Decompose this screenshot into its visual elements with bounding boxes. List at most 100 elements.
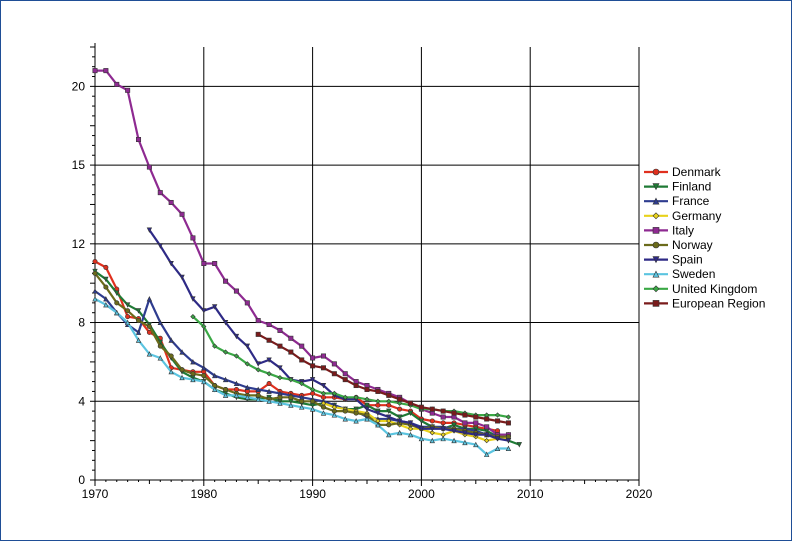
data-point [652, 212, 660, 220]
data-point [320, 353, 326, 359]
data-point [125, 308, 131, 314]
data-point [652, 197, 660, 205]
tick-labels: 0 4 8 12 15 20 1970 1980 1990 2000 2010 2020 [72, 79, 653, 501]
data-point [157, 343, 163, 349]
data-point [310, 363, 316, 369]
data-point [179, 367, 185, 373]
data-point [92, 259, 98, 265]
data-point [652, 300, 660, 307]
data-point [201, 323, 207, 330]
x-tick-label: 2020 [626, 487, 653, 501]
data-point [484, 416, 490, 422]
data-point [309, 406, 316, 412]
data-point [331, 390, 337, 397]
legend-item: France [644, 194, 710, 208]
data-point [136, 137, 142, 143]
data-point [397, 396, 403, 402]
data-point [451, 437, 457, 444]
data-point [505, 414, 512, 420]
data-point [386, 392, 392, 398]
series-lines [92, 68, 523, 457]
data-point [495, 418, 501, 424]
data-point [146, 323, 152, 329]
data-point [190, 376, 196, 383]
data-point [418, 418, 425, 424]
data-point [223, 278, 229, 284]
data-point [483, 451, 490, 457]
data-point [342, 394, 348, 400]
data-point [364, 396, 370, 402]
data-point [451, 428, 457, 434]
data-point [429, 437, 435, 444]
data-point [266, 371, 272, 377]
data-point [157, 243, 163, 249]
data-point [266, 357, 272, 363]
data-point [342, 371, 348, 377]
data-point [190, 371, 196, 377]
legend-label: Italy [672, 223, 694, 237]
y-tick-label: 20 [72, 79, 86, 93]
y-tick-label: 4 [78, 394, 85, 408]
data-point [255, 396, 261, 402]
data-point [484, 438, 490, 444]
legend-label: Sweden [672, 267, 715, 281]
data-point [223, 386, 229, 392]
legend-label: Finland [672, 180, 711, 194]
series-line [257, 333, 509, 424]
axes [90, 43, 640, 486]
data-point [233, 353, 240, 359]
data-point [473, 432, 479, 438]
data-point [222, 376, 229, 383]
data-point [114, 81, 120, 87]
data-point [211, 304, 218, 310]
data-point [277, 327, 283, 333]
data-point [407, 410, 414, 416]
data-point [244, 394, 251, 400]
data-point [168, 368, 174, 375]
data-point [135, 308, 142, 314]
legend-item: Denmark [644, 165, 722, 179]
data-point [146, 227, 153, 233]
data-point [473, 441, 479, 448]
data-point [168, 353, 174, 359]
series-line [94, 290, 509, 436]
data-point [505, 438, 512, 444]
data-point [342, 408, 348, 414]
data-point [157, 190, 163, 196]
data-point [364, 406, 370, 413]
data-point [201, 260, 207, 266]
data-point [484, 424, 490, 430]
data-point [233, 380, 240, 387]
data-point [440, 435, 446, 442]
data-point [244, 300, 250, 306]
data-point [146, 296, 153, 302]
data-point [190, 235, 196, 241]
legend-item: Sweden [644, 267, 715, 281]
data-point [114, 300, 120, 306]
data-point [288, 376, 294, 383]
data-point [244, 343, 251, 350]
data-point [103, 68, 109, 74]
data-point [396, 414, 403, 420]
y-tick-label: 0 [78, 473, 85, 487]
legend-item: United Kingdom [644, 282, 757, 296]
legend-label: Germany [672, 209, 721, 223]
data-point [190, 359, 196, 365]
data-point [299, 398, 305, 404]
data-point [396, 418, 403, 424]
data-point [201, 378, 207, 385]
data-point [222, 349, 229, 355]
data-point [407, 426, 414, 432]
data-point [288, 394, 294, 400]
data-point [255, 331, 261, 337]
data-point [124, 302, 131, 308]
series-line [148, 229, 509, 442]
data-point [386, 431, 392, 438]
series-european-region [255, 331, 511, 426]
data-point [652, 270, 660, 278]
data-point [277, 375, 283, 381]
data-point [179, 374, 185, 381]
data-point [168, 260, 174, 267]
data-point [652, 168, 660, 176]
